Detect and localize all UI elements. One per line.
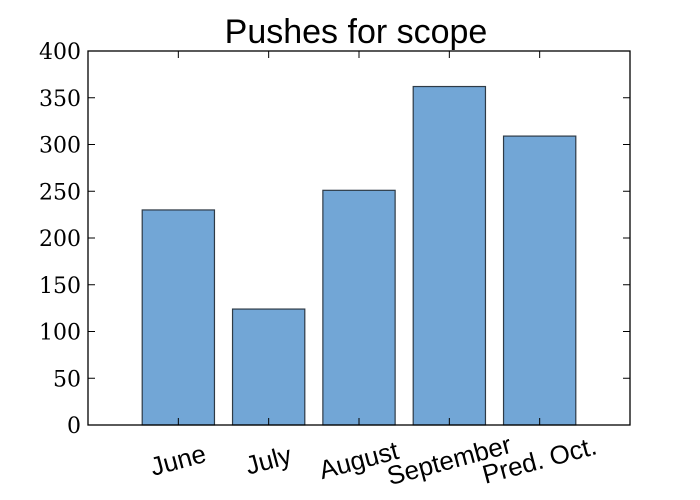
y-tick-label-50: 50 <box>53 367 81 392</box>
chart-title: Pushes for scope <box>225 13 488 51</box>
plot-frame <box>87 50 631 426</box>
y-tick-label-350: 350 <box>39 87 81 112</box>
bar-september <box>412 85 487 426</box>
x-tick-label-june: June <box>147 438 209 482</box>
bar-august <box>322 189 396 426</box>
bars-group <box>141 85 577 426</box>
y-tick-label-300: 300 <box>39 134 81 159</box>
y-tick-label-250: 250 <box>39 180 81 205</box>
x-tick-label-july: July <box>242 440 294 481</box>
y-tick-label-200: 200 <box>39 227 81 252</box>
y-tick-label-100: 100 <box>39 321 81 346</box>
bar-june <box>141 209 216 426</box>
bar-pred-oct <box>502 135 577 426</box>
y-tick-label-150: 150 <box>39 274 81 299</box>
bar-july <box>231 308 306 426</box>
y-tick-label-400: 400 <box>39 40 81 65</box>
y-tick-label-0: 0 <box>67 414 81 439</box>
